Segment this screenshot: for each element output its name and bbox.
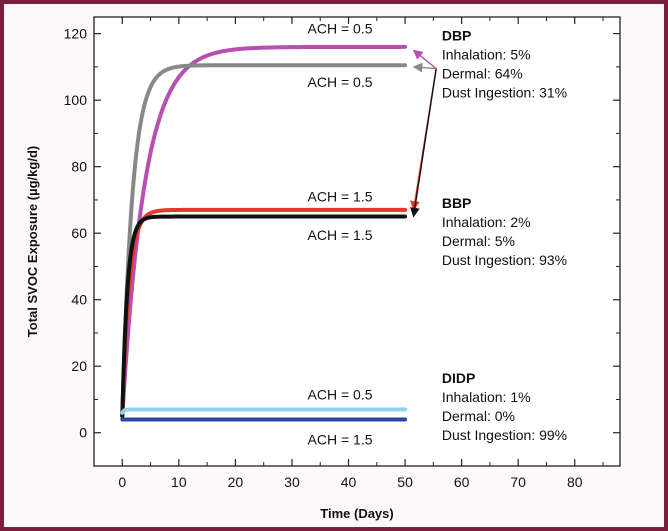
x-tick-label: 50 [397, 474, 413, 490]
x-tick-label: 40 [341, 474, 357, 490]
series-line-1 [120, 63, 408, 419]
x-tick-label: 60 [454, 474, 470, 490]
ach-annotation: ACH = 1.5 [308, 189, 373, 205]
exposure-route-text: Dermal: 64% [442, 65, 523, 81]
compound-label-bbp: BBP [442, 195, 472, 211]
ach-annotation: ACH = 1.5 [308, 431, 373, 447]
exposure-route-text: Inhalation: 1% [442, 389, 531, 405]
x-tick-label: 80 [567, 474, 583, 490]
pointer-arrow [410, 68, 437, 218]
series-line-0 [120, 44, 408, 419]
ach-annotation: ACH = 0.5 [308, 386, 373, 402]
ach-annotation: ACH = 0.5 [308, 21, 373, 37]
exposure-route-text: Dust Ingestion: 99% [442, 427, 567, 443]
pointer-arrow [412, 62, 437, 73]
exposure-route-text: Dermal: 0% [442, 408, 515, 424]
ach-annotation: ACH = 0.5 [308, 74, 373, 90]
compound-label-didp: DIDP [442, 370, 475, 386]
y-axis-label: Total SVOC Exposure (µg/kg/d) [25, 146, 40, 337]
y-tick-label: 20 [71, 358, 87, 374]
x-tick-label: 0 [118, 474, 126, 490]
y-tick-label: 0 [79, 425, 87, 441]
y-tick-label: 100 [64, 92, 88, 108]
x-axis-label: Time (Days) [320, 506, 393, 521]
exposure-route-text: Inhalation: 2% [442, 214, 531, 230]
ach-annotation: ACH = 1.5 [308, 227, 373, 243]
x-tick-label: 10 [171, 474, 187, 490]
y-tick-label: 80 [71, 159, 87, 175]
series-line-4 [120, 407, 408, 415]
plot-area [93, 16, 621, 467]
series-line-2 [120, 207, 408, 419]
exposure-route-text: Dust Ingestion: 31% [442, 84, 567, 100]
exposure-route-text: Dermal: 5% [442, 233, 515, 249]
y-tick-label: 60 [71, 225, 87, 241]
x-tick-label: 70 [510, 474, 526, 490]
compound-label-dbp: DBP [442, 27, 472, 43]
x-tick-label: 30 [284, 474, 300, 490]
exposure-route-text: Inhalation: 5% [442, 46, 531, 62]
exposure-route-text: Dust Ingestion: 93% [442, 252, 567, 268]
y-tick-label: 120 [64, 26, 88, 42]
series-line-3 [120, 214, 408, 419]
x-tick-label: 20 [228, 474, 244, 490]
y-tick-label: 40 [71, 292, 87, 308]
pointer-arrow [412, 49, 437, 70]
